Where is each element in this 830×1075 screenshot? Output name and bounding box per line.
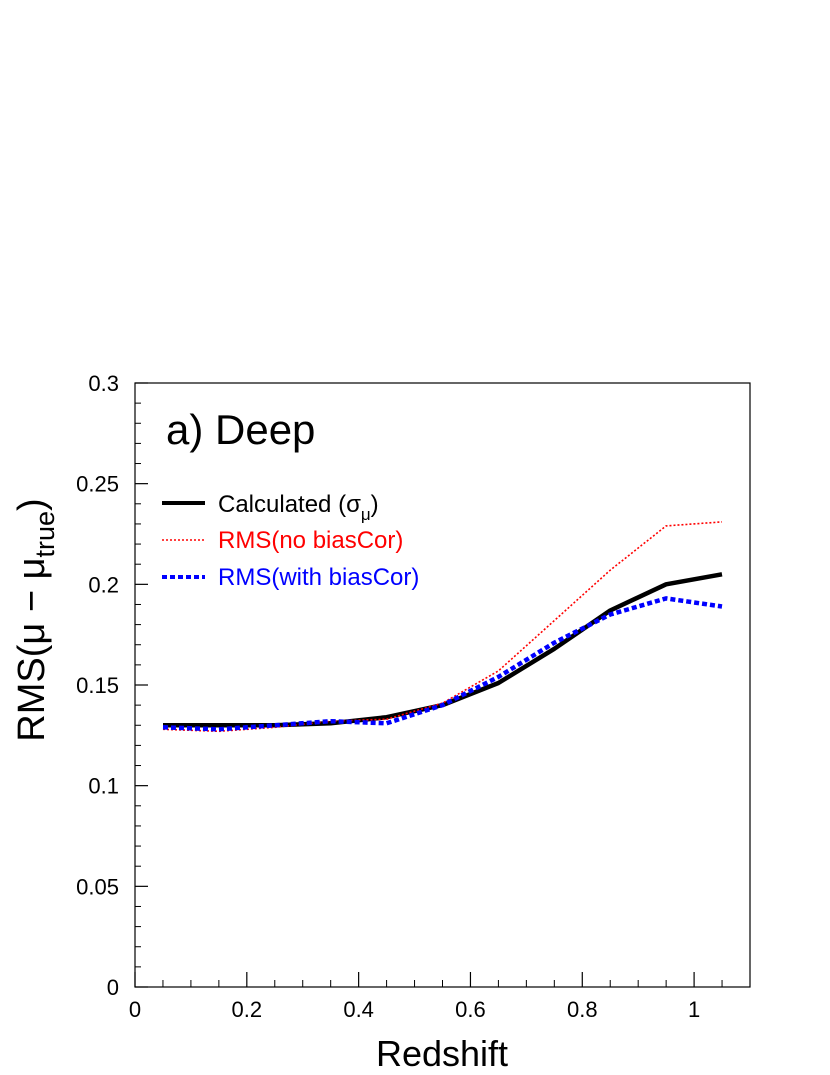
x-tick-label: 0.8 [567, 997, 598, 1022]
panel-label: a) Deep [166, 406, 315, 453]
x-axis-label: Redshift [376, 1033, 508, 1074]
x-tick-label: 0.2 [232, 997, 263, 1022]
x-tick-label: 0.6 [455, 997, 486, 1022]
x-tick-label: 0 [129, 997, 141, 1022]
y-tick-label: 0.1 [88, 774, 119, 799]
series-line-no-biascor [162, 521, 723, 733]
y-tick-label: 0.15 [76, 673, 119, 698]
y-tick-label: 0 [107, 975, 119, 1000]
series-line-with-biascor [162, 596, 723, 732]
y-tick-label: 0.3 [88, 371, 119, 396]
y-axis: 0 0.05 0.1 0.15 0.2 0.25 0.3 [76, 371, 148, 1000]
y-tick-label: 0.05 [76, 874, 119, 899]
x-axis: 0 0.2 0.4 0.6 0.8 1 [129, 972, 751, 1022]
x-tick-label: 0.4 [343, 997, 374, 1022]
y-tick-label: 0.25 [76, 472, 119, 497]
series-layer [162, 521, 723, 733]
legend-label-no-biascor: RMS(no biasCor) [218, 527, 403, 554]
x-tick-label: 1 [688, 997, 700, 1022]
y-axis-label: RMS(μ − μtrue) [11, 498, 60, 741]
legend-label-with-biascor: RMS(with biasCor) [218, 564, 419, 591]
legend-label-calculated: Calculated (σμ) [218, 491, 379, 524]
y-tick-label: 0.2 [88, 572, 119, 597]
plot-frame [134, 382, 751, 988]
legend: Calculated (σμ) RMS(no biasCor) RMS(with… [162, 491, 419, 591]
